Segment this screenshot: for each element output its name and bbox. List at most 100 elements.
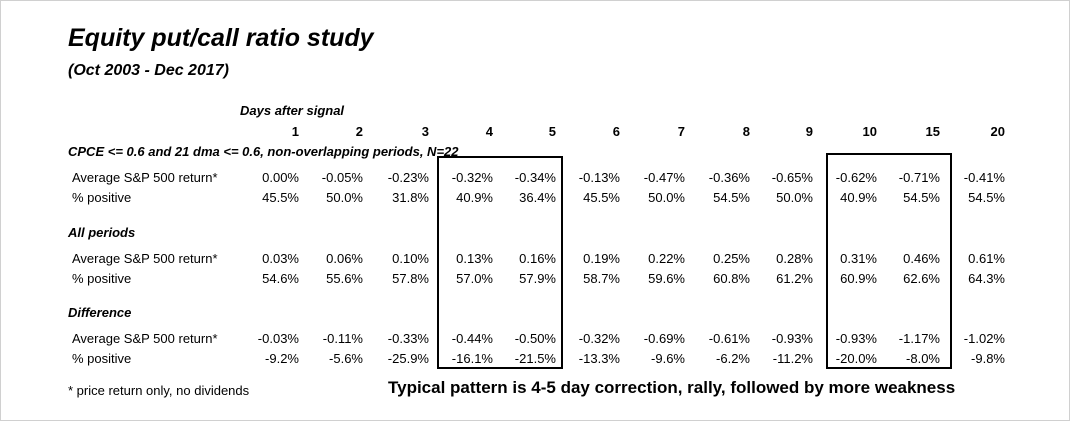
table-cell: -0.93% [771,331,813,346]
table-cell: 54.5% [968,190,1005,205]
table-cell: -0.34% [514,170,556,185]
table-cell: -1.17% [898,331,940,346]
table-cell: 0.16% [519,251,556,266]
section-title: Difference [68,305,132,320]
column-header-day-1: 1 [291,124,299,139]
table-cell: -11.2% [772,351,813,366]
table-cell: -21.5% [514,351,556,366]
table-cell: 57.0% [456,271,493,286]
table-cell: 59.6% [648,271,685,286]
days-after-signal-label: Days after signal [240,103,345,118]
column-header-day-3: 3 [421,124,429,139]
row-label: Average S&P 500 return* [72,331,218,346]
column-header-day-10: 10 [862,124,877,139]
table-cell: -20.0% [835,351,877,366]
table-cell: 60.8% [713,271,750,286]
table-cell: 45.5% [262,190,299,205]
pattern-note: Typical pattern is 4-5 day correction, r… [388,378,956,397]
table-cell: -6.2% [716,351,750,366]
table-cell: -0.71% [898,170,940,185]
column-header-day-9: 9 [805,124,813,139]
table-cell: -0.41% [963,170,1005,185]
column-header-day-6: 6 [612,124,620,139]
table-cell: 61.2% [776,271,813,286]
table-cell: -0.65% [771,170,813,185]
table-cell: -5.6% [329,351,363,366]
row-label: % positive [72,351,132,366]
table-cell: -13.3% [578,351,620,366]
table-cell: 45.5% [583,190,620,205]
page-subtitle: (Oct 2003 - Dec 2017) [68,62,229,79]
table-cell: 57.8% [392,271,429,286]
table-cell: 62.6% [903,271,940,286]
column-header-day-4: 4 [485,124,493,139]
table-cell: -0.03% [257,331,299,346]
row-label: Average S&P 500 return* [72,251,218,266]
table-cell: -0.62% [835,170,877,185]
table-cell: -1.02% [963,331,1005,346]
table-cell: -0.50% [514,331,556,346]
table-cell: 0.19% [583,251,620,266]
table-cell: -0.93% [835,331,877,346]
table-cell: 0.13% [456,251,493,266]
table-cell: 58.7% [583,271,620,286]
table-cell: -25.9% [387,351,429,366]
table-cell: 36.4% [519,190,556,205]
table-cell: 0.00% [262,170,299,185]
footnote: * price return only, no dividends [68,383,250,398]
table-cell: 54.5% [903,190,940,205]
table-cell: -9.6% [651,351,685,366]
row-label: % positive [72,190,132,205]
table-cell: 0.31% [840,251,877,266]
table-cell: 50.0% [648,190,685,205]
section-title: All periods [68,225,136,240]
table-cell: -0.11% [322,331,363,346]
table-cell: -0.13% [578,170,620,185]
table-cell: 54.5% [713,190,750,205]
table-cell: -0.47% [643,170,685,185]
table-cell: -8.0% [906,351,940,366]
table-cell: 54.6% [262,271,299,286]
table-cell: -0.44% [451,331,493,346]
section-title: CPCE <= 0.6 and 21 dma <= 0.6, non-overl… [68,144,459,159]
table-cell: -0.23% [387,170,429,185]
table-cell: 40.9% [840,190,877,205]
table-cell: 0.61% [968,251,1005,266]
table-cell: -0.32% [578,331,620,346]
table-cell: -9.2% [265,351,299,366]
page-title: Equity put/call ratio study [68,24,374,52]
table-cell: -16.1% [451,351,493,366]
highlight-box-days-10-15 [826,153,952,369]
table-cell: 50.0% [326,190,363,205]
table-cell: 0.03% [262,251,299,266]
table-cell: -0.69% [643,331,685,346]
table-cell: 0.22% [648,251,685,266]
table-cell: -9.8% [971,351,1005,366]
table-cell: -0.61% [708,331,750,346]
table-cell: -0.36% [708,170,750,185]
column-header-day-2: 2 [355,124,363,139]
table-cell: 0.46% [903,251,940,266]
table-cell: 57.9% [519,271,556,286]
highlight-box-days-4-5 [437,156,563,369]
column-header-day-15: 15 [925,124,940,139]
table-cell: 0.25% [713,251,750,266]
row-label: % positive [72,271,132,286]
table-cell: 0.10% [392,251,429,266]
column-header-day-8: 8 [742,124,750,139]
column-header-day-7: 7 [677,124,685,139]
column-header-day-20: 20 [990,124,1005,139]
table-cell: 60.9% [840,271,877,286]
table-cell: -0.33% [387,331,429,346]
table-cell: 64.3% [968,271,1005,286]
table-cell: 0.28% [776,251,813,266]
column-header-day-5: 5 [548,124,556,139]
table-cell: 31.8% [392,190,429,205]
table-cell: -0.05% [321,170,363,185]
table-cell: 0.06% [326,251,363,266]
table-cell: -0.32% [451,170,493,185]
table-cell: 55.6% [326,271,363,286]
table-cell: 40.9% [456,190,493,205]
row-label: Average S&P 500 return* [72,170,218,185]
table-cell: 50.0% [776,190,813,205]
